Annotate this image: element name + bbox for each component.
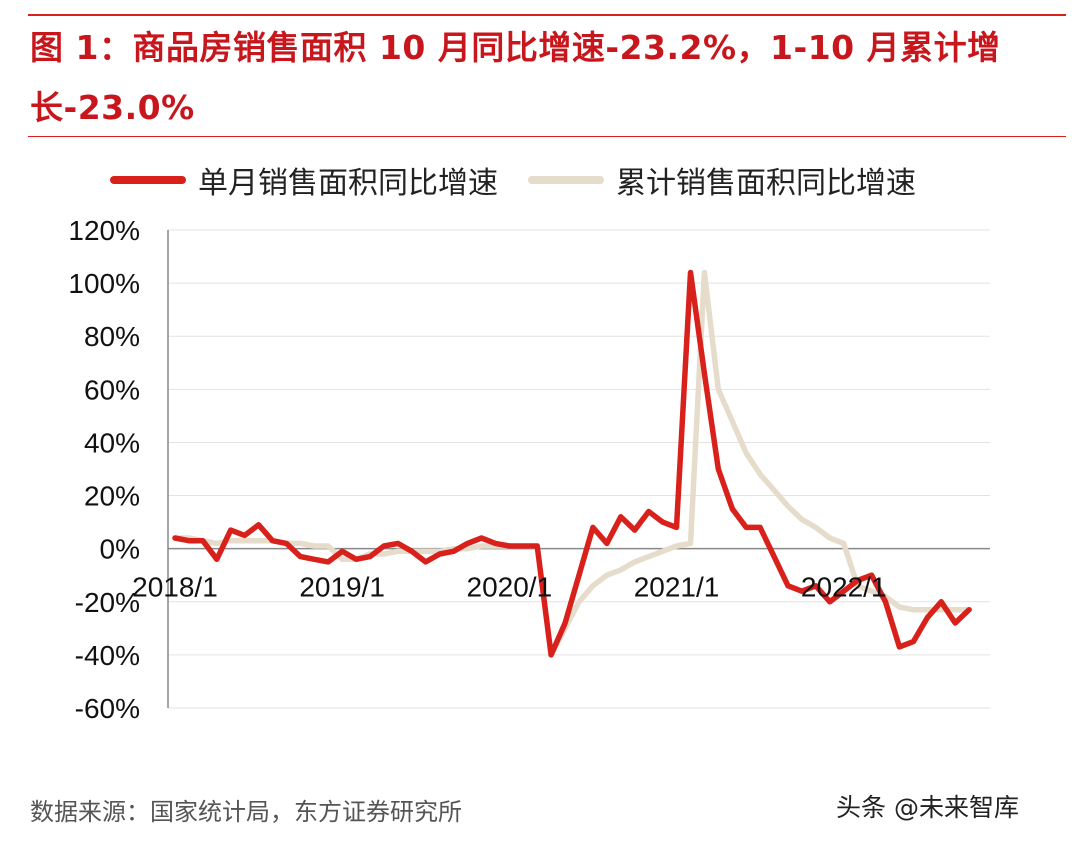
y-tick-label: -40% bbox=[75, 640, 140, 671]
legend-swatch-cumulative bbox=[528, 176, 604, 184]
legend-label-cumulative: 累计销售面积同比增速 bbox=[616, 166, 916, 201]
watermark-text: 头条 @未来智库 bbox=[836, 793, 1019, 822]
y-tick-label: 40% bbox=[84, 427, 140, 458]
y-tick-label: 60% bbox=[84, 374, 140, 405]
watermark: 头条 @未来智库 bbox=[836, 788, 1019, 824]
x-tick-label: 2021/1 bbox=[634, 572, 720, 603]
x-tick-label: 2019/1 bbox=[299, 572, 385, 603]
top-rule bbox=[28, 14, 1066, 16]
series-line-monthly bbox=[172, 269, 972, 658]
y-tick-label: -20% bbox=[75, 587, 140, 618]
y-tick-label: 120% bbox=[68, 215, 140, 246]
legend-item-cumulative: 累计销售面积同比增速 bbox=[528, 158, 916, 202]
x-tick-label: 2018/1 bbox=[132, 572, 218, 603]
legend: 单月销售面积同比增速 累计销售面积同比增速 bbox=[110, 158, 946, 202]
y-tick-label: 100% bbox=[68, 268, 140, 299]
y-tick-label: 20% bbox=[84, 481, 140, 512]
y-tick-label: -60% bbox=[75, 693, 140, 724]
series-line-cumulative bbox=[172, 269, 972, 658]
y-tick-label: 0% bbox=[100, 534, 140, 565]
chart-title: 图 1：商品房销售面积 10 月同比增速-23.2%，1-10 月累计增长-23… bbox=[30, 28, 1001, 127]
y-tick-label: 80% bbox=[84, 321, 140, 352]
x-tick-label: 2020/1 bbox=[467, 572, 553, 603]
source-note: 数据来源：国家统计局，东方证券研究所 bbox=[30, 798, 462, 826]
title-rule bbox=[28, 136, 1066, 137]
legend-swatch-monthly bbox=[110, 176, 186, 184]
legend-item-monthly: 单月销售面积同比增速 bbox=[110, 158, 498, 202]
x-tick-label: 2022/1 bbox=[801, 572, 887, 603]
legend-label-monthly: 单月销售面积同比增速 bbox=[198, 166, 498, 201]
